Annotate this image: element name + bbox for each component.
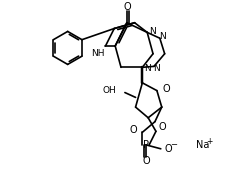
Text: N: N [154,64,160,73]
Text: −: − [170,140,177,149]
Text: NH: NH [91,49,104,58]
Text: Na: Na [196,140,209,150]
Text: N: N [159,32,166,41]
Text: O: O [142,156,150,166]
Text: +: + [206,137,212,146]
Text: P: P [143,140,149,150]
Text: N: N [149,27,156,36]
Text: O: O [159,123,166,132]
Text: O: O [123,2,131,12]
Text: N: N [144,64,151,73]
Text: O: O [165,144,172,154]
Text: O: O [130,125,138,135]
Text: OH: OH [102,86,116,95]
Text: O: O [163,84,170,94]
